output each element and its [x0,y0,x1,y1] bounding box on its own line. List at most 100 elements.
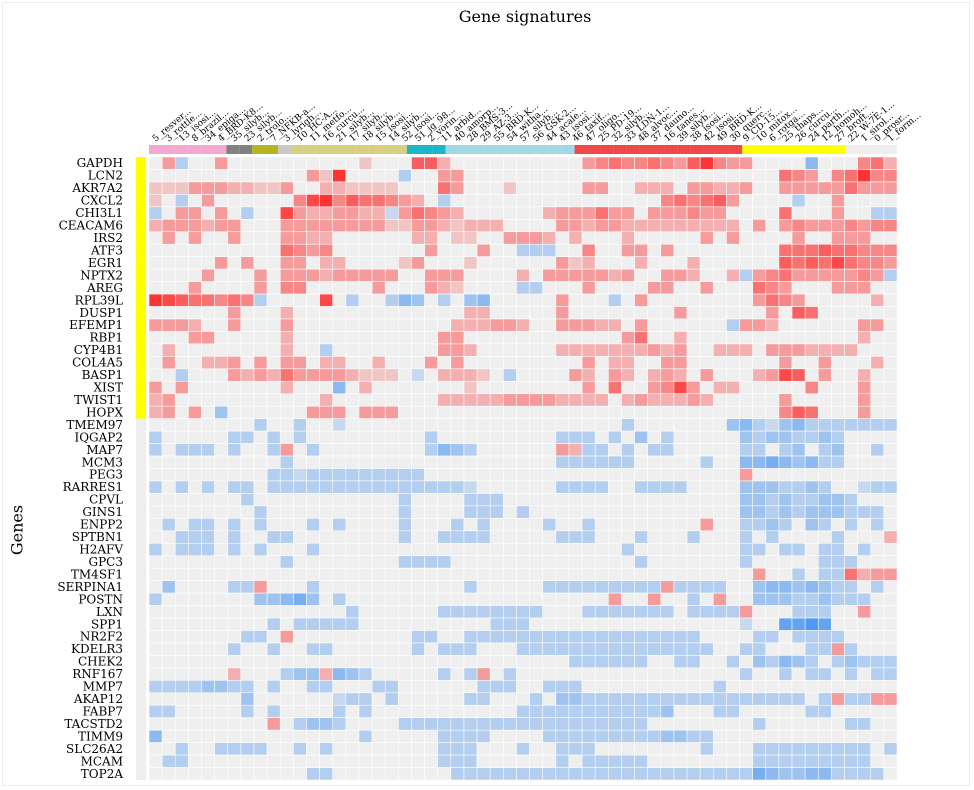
heatmap-cell [647,480,662,494]
heatmap-cell [201,754,215,768]
heatmap-cell [804,231,819,245]
heatmap-cell [726,268,740,282]
heatmap-cell [791,243,806,258]
heatmap-cell [804,704,819,719]
heatmap-cell [424,617,439,631]
heatmap-cell [293,605,307,619]
heatmap-cell [437,443,452,457]
heatmap-cell [739,169,754,183]
heatmap-cell [450,555,465,569]
heatmap-cell [174,530,189,544]
heatmap-cell [857,617,872,631]
heatmap-cell [398,331,412,345]
heatmap-cell [279,405,294,420]
heatmap-cell [699,194,714,208]
heatmap-cell [411,455,425,469]
heatmap-cell [752,717,767,731]
heatmap-cell [634,393,649,407]
heatmap-cell [306,754,320,768]
heatmap-cell [332,542,347,557]
heatmap-cell [621,617,635,631]
heatmap-cell [384,268,399,282]
heatmap-cell [739,717,754,731]
heatmap-cell [581,742,596,756]
heatmap-cell [739,468,754,482]
heatmap-cell [686,380,701,395]
heatmap-cell [831,343,845,357]
heatmap-cell [345,617,360,631]
row-group-swatch [136,630,146,643]
heatmap-cell [227,754,242,768]
heatmap-cell [332,380,347,395]
heatmap-cell [188,742,202,756]
heatmap-cell [686,580,701,594]
heatmap-cell [174,493,189,507]
row-label: TM4SF1 [71,567,123,581]
heatmap-cell [437,256,452,270]
heatmap-cell [503,156,517,170]
heatmap-cell [673,767,688,781]
heatmap-cell [214,505,229,519]
heatmap-cell [634,767,649,781]
heatmap-cell [660,542,675,557]
heatmap-cell [411,219,425,233]
column-group-swatch [471,145,485,154]
heatmap-cell [293,430,307,444]
heatmap-cell [503,405,517,420]
column-group-swatch [664,145,678,154]
heatmap-cell [240,754,255,768]
heatmap-cell [529,754,544,768]
heatmap-cell [791,493,806,507]
heatmap-cell [253,468,268,482]
heatmap-cell [437,530,452,544]
heatmap-cell [712,443,727,457]
heatmap-cell [450,443,465,457]
heatmap-cell [371,443,386,457]
heatmap-cell [489,530,504,544]
heatmap-cell [883,754,898,768]
heatmap-cell [870,667,885,681]
heatmap-cell [699,655,714,669]
heatmap-cell [804,617,819,631]
heatmap-cell [332,655,347,669]
row-group-swatch [136,518,146,531]
heatmap-cell [857,380,872,395]
heatmap-cell [266,194,281,208]
heatmap-cell [857,356,872,370]
heatmap-cell [398,268,412,282]
heatmap-cell [568,480,583,494]
heatmap-cell [174,667,189,681]
heatmap-cell [174,567,189,581]
heatmap-cell [293,729,307,743]
heatmap-cell [712,767,727,781]
heatmap-cell [293,592,307,606]
heatmap-cell [660,742,675,756]
heatmap-cell [384,219,399,233]
heatmap-cell [634,580,649,594]
heatmap-cell [424,667,439,681]
heatmap-cell [476,393,491,407]
heatmap-cell [371,243,386,258]
column-group-swatch [419,145,433,154]
heatmap-cell [555,194,570,208]
heatmap-cell [371,356,386,370]
heatmap-cell [279,181,294,195]
row-group-swatch [136,318,146,332]
heatmap-cell [463,480,478,494]
heatmap-cell [161,331,176,345]
heatmap-cell [647,704,662,719]
heatmap-cell [660,181,675,195]
heatmap-cell [516,243,530,258]
heatmap-cell [201,331,215,345]
heatmap-cell [844,468,858,482]
heatmap-cell [463,206,478,220]
heatmap-cell [621,680,635,694]
heatmap-cell [594,655,609,669]
heatmap-cell [542,530,557,544]
heatmap-cell [371,655,386,669]
heatmap-cell [201,368,215,382]
heatmap-cell [266,318,281,332]
heatmap-cell [699,530,714,544]
heatmap-cell [594,368,609,382]
heatmap-cell [542,555,557,569]
